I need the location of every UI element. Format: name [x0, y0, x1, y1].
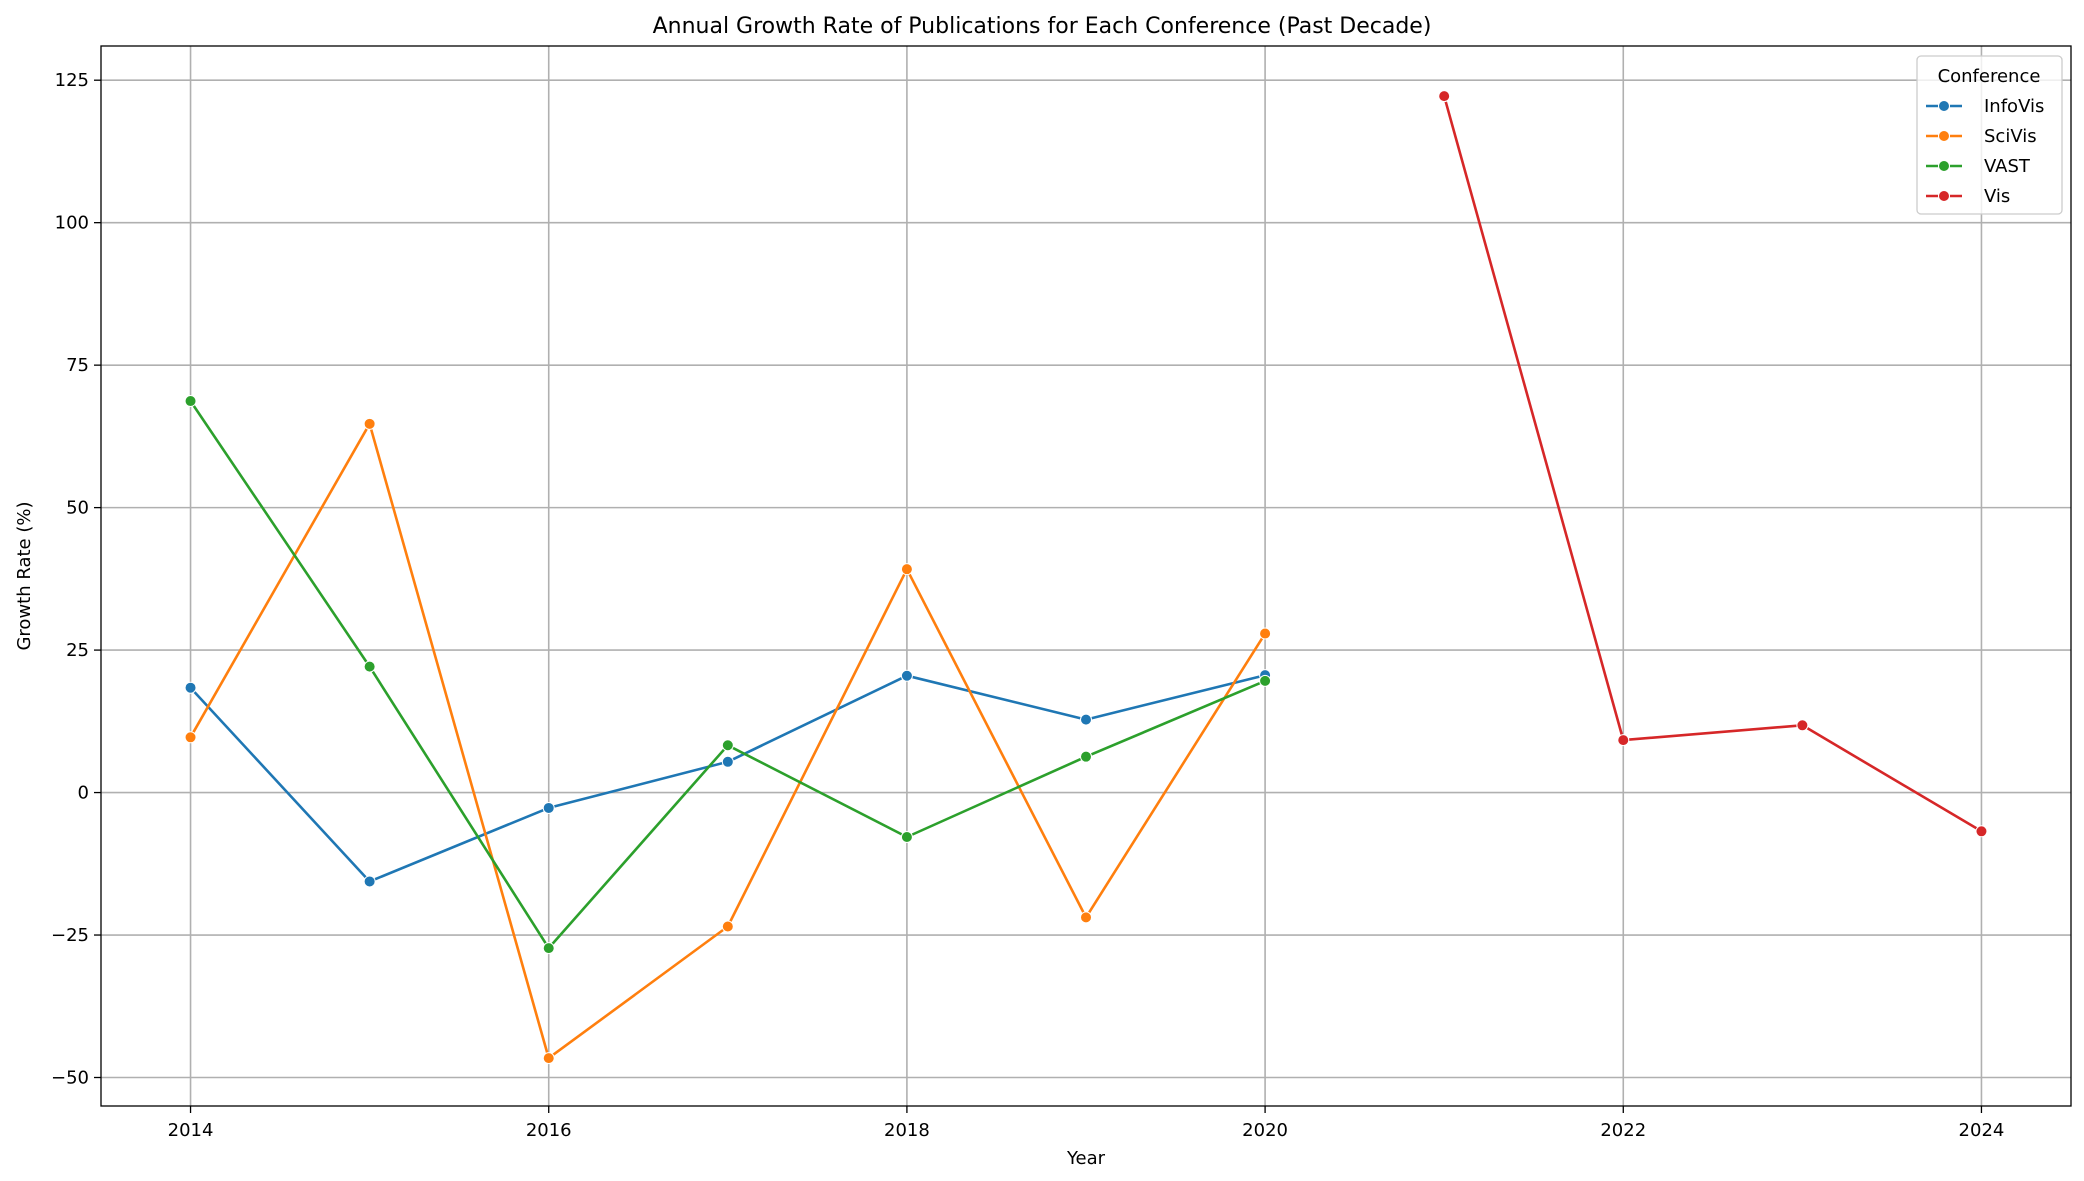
data-point-scivis [900, 563, 913, 576]
series-line-infovis [189, 673, 1266, 883]
series-vast [184, 395, 1272, 955]
series-vis [1438, 90, 1988, 838]
data-point-scivis [1259, 627, 1272, 640]
y-tick-label: −25 [51, 925, 89, 946]
data-point-vast [363, 660, 376, 673]
data-point-vast [1259, 674, 1272, 687]
legend-swatch-marker [1938, 100, 1950, 112]
ticks: 2014 2016 2018 2020 2022 2024 −50 −25 0 25 50 75 100… [51, 70, 2004, 1141]
y-tick-label: −50 [51, 1068, 89, 1089]
data-point-vast [1080, 750, 1092, 763]
data-point-infovis [1080, 713, 1092, 726]
y-tick-label: 125 [55, 70, 89, 91]
data-point-vast [542, 942, 555, 955]
data-point-scivis [542, 1052, 555, 1065]
data-point-vast [721, 739, 734, 752]
series-infovis [184, 669, 1272, 888]
data-point-vis [1438, 90, 1451, 103]
legend: Conference InfoVis SciVis VAST Vis [1916, 55, 2063, 215]
y-tick-label: 75 [66, 355, 89, 376]
data-point-vis [1796, 719, 1809, 732]
data-point-infovis [542, 801, 555, 814]
x-axis-label: Year [1066, 1148, 1106, 1169]
legend-label: InfoVis [1984, 96, 2044, 117]
data-point-vast [184, 395, 197, 408]
data-point-vis [1617, 734, 1630, 747]
data-point-infovis [900, 669, 913, 682]
data-point-vast [900, 831, 913, 844]
x-tick-label: 2022 [1600, 1120, 1646, 1141]
x-tick-label: 2014 [168, 1120, 214, 1141]
x-tick-label: 2020 [1242, 1120, 1288, 1141]
y-tick-label: 100 [55, 213, 89, 234]
legend-label: SciVis [1984, 126, 2037, 147]
data-point-scivis [721, 920, 734, 933]
series-layer [184, 90, 1988, 1065]
y-tick-label: 0 [78, 783, 89, 804]
series-line-vis [1442, 95, 1983, 833]
y-axis-label: Growth Rate (%) [14, 501, 35, 650]
grid [101, 46, 2071, 1106]
x-tick-label: 2024 [1959, 1120, 2005, 1141]
y-tick-label: 25 [66, 640, 89, 661]
data-point-scivis [363, 417, 376, 430]
series-line-vast [189, 400, 1266, 950]
data-point-vis [1975, 825, 1988, 838]
legend-label: Vis [1984, 186, 2010, 207]
data-point-scivis [1080, 911, 1092, 924]
chart-title: Annual Growth Rate of Publications for E… [653, 14, 1432, 39]
y-tick-label: 50 [66, 498, 89, 519]
legend-item-vis: Vis [1926, 186, 2010, 207]
legend-entries: InfoVis SciVis VAST Vis [1926, 96, 2044, 207]
data-point-infovis [184, 681, 197, 694]
legend-swatch-marker [1938, 130, 1950, 142]
series-scivis [184, 417, 1272, 1065]
x-tick-label: 2016 [526, 1120, 572, 1141]
legend-swatch-marker [1938, 160, 1950, 172]
plot-frame [100, 45, 2072, 1107]
data-point-infovis [363, 875, 376, 888]
legend-item-infovis: InfoVis [1926, 96, 2044, 117]
legend-label: VAST [1984, 156, 2031, 177]
legend-item-scivis: SciVis [1926, 126, 2037, 147]
legend-box [1916, 55, 2063, 215]
data-point-scivis [184, 731, 197, 744]
legend-title: Conference [1938, 66, 2041, 87]
data-point-infovis [721, 755, 734, 768]
legend-item-vast: VAST [1926, 156, 2031, 177]
legend-swatch-marker [1938, 190, 1950, 202]
x-tick-label: 2018 [884, 1120, 930, 1141]
